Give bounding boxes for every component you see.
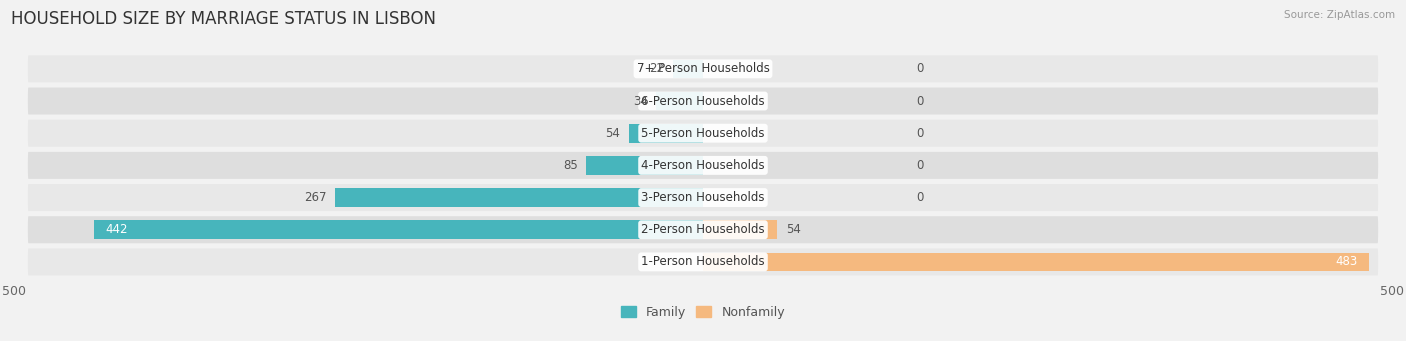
FancyBboxPatch shape	[28, 184, 1378, 211]
Bar	[335, 188, 703, 207]
Text: 54: 54	[786, 223, 800, 236]
Bar	[657, 92, 703, 110]
Text: 5-Person Households: 5-Person Households	[641, 127, 765, 140]
Text: 0: 0	[917, 127, 924, 140]
FancyBboxPatch shape	[28, 216, 1378, 243]
Text: 0: 0	[917, 62, 924, 75]
Bar	[672, 60, 703, 78]
Bar	[94, 220, 703, 239]
Text: 7+ Person Households: 7+ Person Households	[637, 62, 769, 75]
Text: 483: 483	[1336, 255, 1358, 268]
Bar	[628, 124, 703, 143]
Text: 85: 85	[562, 159, 578, 172]
Text: 4-Person Households: 4-Person Households	[641, 159, 765, 172]
Text: HOUSEHOLD SIZE BY MARRIAGE STATUS IN LISBON: HOUSEHOLD SIZE BY MARRIAGE STATUS IN LIS…	[11, 10, 436, 28]
FancyBboxPatch shape	[28, 55, 1378, 83]
FancyBboxPatch shape	[28, 152, 1378, 179]
Text: 442: 442	[105, 223, 128, 236]
Text: 22: 22	[650, 62, 665, 75]
Bar	[703, 220, 778, 239]
FancyBboxPatch shape	[28, 248, 1378, 276]
Text: 2-Person Households: 2-Person Households	[641, 223, 765, 236]
Text: 0: 0	[917, 94, 924, 107]
Text: 1-Person Households: 1-Person Households	[641, 255, 765, 268]
Text: 34: 34	[633, 94, 648, 107]
Text: 54: 54	[606, 127, 620, 140]
Text: 6-Person Households: 6-Person Households	[641, 94, 765, 107]
Text: 3-Person Households: 3-Person Households	[641, 191, 765, 204]
Text: 0: 0	[917, 159, 924, 172]
Text: 0: 0	[917, 191, 924, 204]
Bar	[586, 156, 703, 175]
Bar	[703, 253, 1368, 271]
FancyBboxPatch shape	[28, 88, 1378, 115]
FancyBboxPatch shape	[28, 120, 1378, 147]
Legend: Family, Nonfamily: Family, Nonfamily	[616, 301, 790, 324]
Text: 267: 267	[304, 191, 326, 204]
Text: Source: ZipAtlas.com: Source: ZipAtlas.com	[1284, 10, 1395, 20]
